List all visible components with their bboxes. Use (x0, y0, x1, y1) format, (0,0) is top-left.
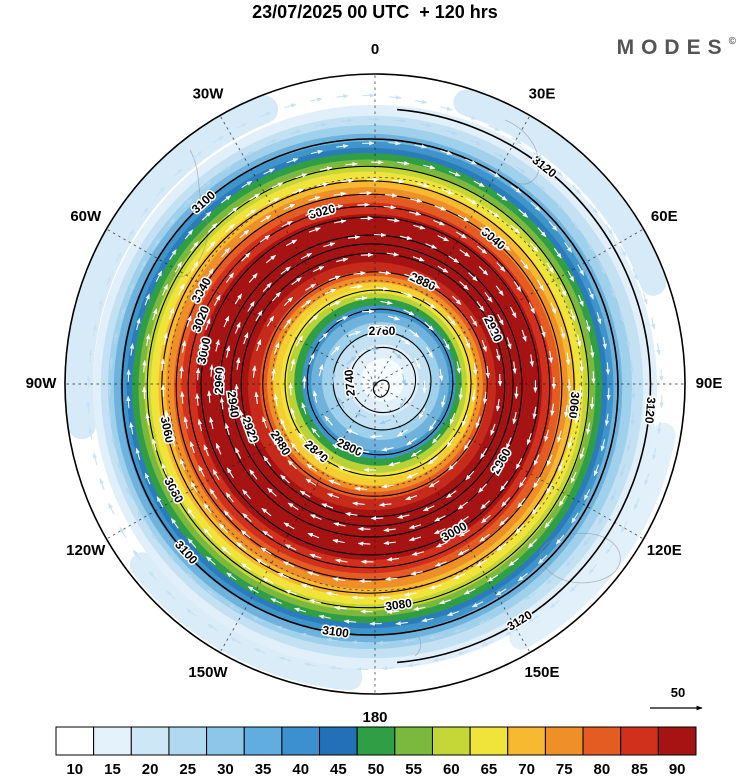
colorbar-tick-label: 15 (104, 761, 121, 778)
colorbar-tick-label: 10 (66, 761, 83, 778)
colorbar-cell (206, 726, 245, 756)
colorbar-tick-label: 55 (405, 761, 422, 778)
colorbar-cell (55, 726, 95, 756)
contour-layer: 2740276028002840288028802920292029402960… (121, 108, 660, 664)
meridian-label: 120E (647, 542, 682, 559)
modes-logo-copyright: © (728, 36, 736, 47)
meridian-label: 120W (66, 542, 106, 559)
modes-logo-text: MODES (616, 36, 729, 59)
wind-arrow-ring (288, 296, 463, 473)
colorbar-cell (507, 726, 546, 756)
colorbar-cell (168, 726, 208, 756)
wind-arrow-ring (234, 252, 503, 521)
meridian-labels: 0 30E 60E 90E 120E 150E 180 150W 120W 90W 60W 30W (26, 41, 723, 726)
wind-arrow-ring (301, 309, 446, 454)
colorbar-tick-label: 25 (179, 761, 196, 778)
wind-arrow-ring (271, 284, 478, 491)
colorbar-tick-label: 80 (594, 761, 611, 778)
wind-reference-value: 50 (671, 685, 685, 700)
wind-reference: 50 (650, 685, 703, 711)
colorbar-tick-label: 45 (330, 761, 347, 778)
meridian-label: 180 (362, 709, 387, 726)
meridian-label: 30W (193, 86, 225, 103)
colorbar-cell (319, 726, 358, 756)
wind-arrow-ring (86, 93, 664, 672)
colorbar-tick-label: 85 (631, 761, 648, 778)
colorbar-cell (243, 726, 283, 756)
colorbar-tick-label: 70 (518, 761, 535, 778)
chart-title: 23/07/2025 00 UTC + 120 hrs (252, 2, 498, 22)
colorbar-cell (431, 726, 471, 756)
modes-logo: MODES© (617, 36, 736, 60)
colorbar-cell (657, 726, 697, 756)
map-clipped-layers: 2740276028002840288028802920292029402960… (65, 74, 685, 694)
contour-label: 3060 (566, 391, 582, 419)
colorbar-cell (93, 726, 132, 756)
contour-label: 2740 (342, 369, 358, 397)
meridian-label: 30E (529, 86, 556, 103)
colorbar-cell (281, 726, 321, 756)
colorbar-tick-label: 75 (556, 761, 573, 778)
meridian-label: 90W (26, 375, 58, 392)
colorbar-tick-label: 65 (481, 761, 498, 778)
contour-label: 3100 (321, 623, 350, 641)
contour-label: 2940 (224, 390, 242, 419)
meridian-label: 150E (524, 664, 559, 681)
wind-arrow-layer (86, 93, 664, 672)
meridian-label: 60W (70, 208, 102, 225)
wind-arrow-ring (252, 270, 491, 507)
colorbar-tick-label: 30 (217, 761, 234, 778)
meridian-label: 0 (371, 41, 379, 58)
graticule-layer (65, 74, 685, 694)
wind-arrow-ring (312, 325, 427, 439)
wind-arrow-ring (126, 141, 611, 626)
colorbar-cell (620, 726, 659, 756)
wind-arrow-ring (219, 232, 519, 533)
colorbar-tick-label: 90 (669, 761, 686, 778)
colorbar-cell (582, 726, 622, 756)
wind-arrow-ring (195, 202, 557, 565)
meridian-label: 60E (651, 208, 678, 225)
colorbar-cell (356, 726, 396, 756)
colorbar-cell (394, 726, 433, 756)
colorbar-cell (130, 726, 170, 756)
colorbar-tick-label: 20 (142, 761, 159, 778)
contour-label: 2760 (369, 324, 396, 338)
coastline-layer (169, 119, 621, 657)
colorbar-tick-label: 35 (255, 761, 272, 778)
colorbar-tick-label: 50 (368, 761, 385, 778)
colorbar-tick-label: 40 (292, 761, 309, 778)
map-boundary (64, 73, 686, 695)
contour-label: 3120 (642, 396, 658, 424)
colorbar-cell (544, 726, 584, 756)
colorbar-cell (469, 726, 509, 756)
meridian-label: 90E (696, 375, 723, 392)
contour-label: 2960 (212, 367, 227, 394)
meridian-label: 150W (188, 664, 228, 681)
colorbar: 10 15 20 25 30 35 40 45 50 55 60 65 70 75 80 85 90 (55, 726, 697, 778)
wind-arrow-ring (207, 216, 538, 546)
wind-arrow-ring (160, 177, 584, 601)
wind-arrow-ring (107, 116, 636, 646)
wind-arrow-ring (142, 160, 596, 615)
wind-arrow-ring (331, 347, 407, 425)
colorbar-tick-label: 60 (443, 761, 460, 778)
wind-arrow-ring (179, 190, 572, 584)
